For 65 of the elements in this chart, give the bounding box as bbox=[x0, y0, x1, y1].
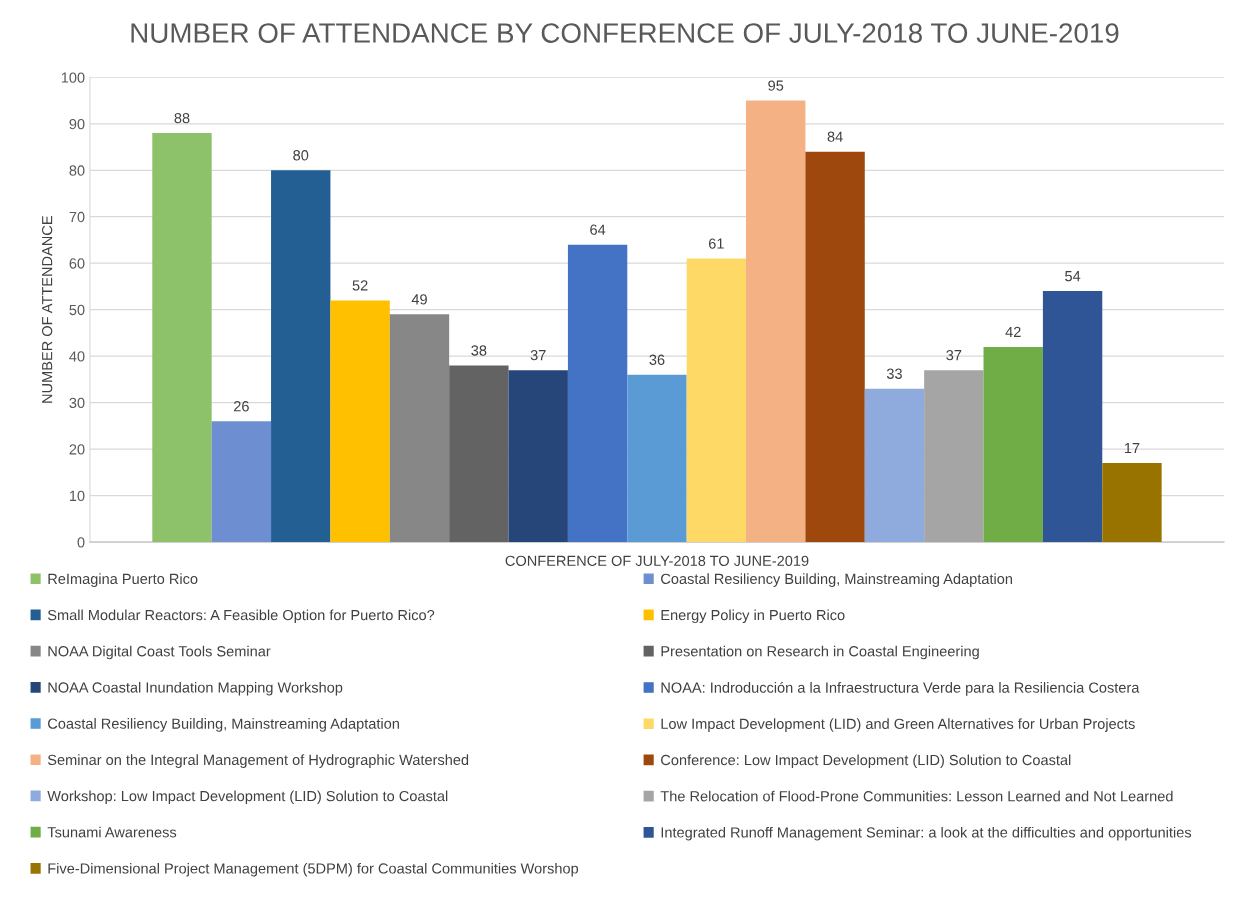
bar bbox=[330, 300, 390, 543]
bar bbox=[152, 133, 212, 543]
data-label: 64 bbox=[590, 224, 606, 235]
legend-label: Five-Dimensional Project Management (5DPM) for Coastal Communities Worshop bbox=[48, 862, 579, 877]
y-tick-label: 60 bbox=[69, 258, 85, 269]
data-label: 84 bbox=[827, 131, 843, 142]
legend-label: ReImagina Puerto Rico bbox=[48, 573, 198, 587]
bar bbox=[508, 370, 568, 543]
bar bbox=[389, 314, 450, 543]
data-label: 36 bbox=[649, 354, 665, 365]
y-tick-label: 70 bbox=[69, 211, 85, 223]
bar bbox=[567, 244, 628, 543]
y-tick-label: 0 bbox=[77, 537, 85, 548]
data-label: 54 bbox=[1065, 271, 1081, 282]
data-label: 80 bbox=[293, 150, 309, 161]
bar bbox=[449, 365, 509, 543]
legend-label: Seminar on the Integral Management of Hydrographic Watershed bbox=[47, 754, 469, 768]
bar bbox=[924, 370, 984, 543]
legend-label: Coastal Resiliency Building, Mainstreaming Adaptation bbox=[661, 573, 1012, 587]
legend-label: NOAA Coastal Inundation Mapping Workshop bbox=[48, 681, 343, 696]
bar bbox=[805, 151, 865, 543]
y-tick-label: 10 bbox=[69, 490, 85, 502]
legend-label: Conference: Low Impact Development (LID) Solution to Coastal bbox=[661, 754, 1071, 769]
legend-label: NOAA: Indroducción a la Infraestructura Verde para la Resiliencia Costera bbox=[661, 681, 1140, 696]
bar bbox=[686, 258, 747, 543]
data-label: 37 bbox=[530, 349, 546, 361]
data-label: 61 bbox=[708, 238, 724, 249]
y-tick-label: 20 bbox=[69, 444, 85, 455]
data-label: 52 bbox=[352, 280, 368, 291]
data-label: 95 bbox=[768, 80, 784, 91]
bar bbox=[746, 100, 806, 543]
bar bbox=[271, 170, 331, 543]
legend-label: Coastal Resiliency Building, Mainstreaming Adaptation bbox=[48, 718, 399, 732]
y-tick-label: 80 bbox=[69, 165, 85, 176]
data-label: 42 bbox=[1005, 326, 1021, 337]
data-label: 49 bbox=[411, 294, 427, 305]
data-label: 37 bbox=[946, 349, 962, 361]
data-label: 88 bbox=[174, 112, 190, 124]
y-tick-label: 100 bbox=[61, 72, 85, 83]
bar bbox=[627, 374, 687, 543]
bar bbox=[983, 346, 1043, 543]
bar bbox=[211, 421, 272, 543]
chart-title: NUMBER OF ATTENDANCE BY CONFERENCE OF JULY-2018 TO JUNE-2019 bbox=[131, 23, 1119, 43]
legend-label: Presentation on Research in Coastal Engineering bbox=[661, 645, 979, 660]
y-tick-label: 30 bbox=[69, 397, 85, 409]
legend-label: Integrated Runoff Management Seminar: a look at the difficulties and opportunities bbox=[661, 826, 1192, 841]
y-tick-label: 90 bbox=[69, 118, 85, 130]
legend-label: The Relocation of Flood-Prone Communities: Lesson Learned and Not Learned bbox=[660, 790, 1173, 802]
data-label: 17 bbox=[1124, 443, 1140, 454]
y-axis-title: NUMBER OF ATTENDANCE bbox=[41, 216, 53, 403]
legend-label: Workshop: Low Impact Development (LID) Solution to Coastal bbox=[47, 790, 448, 805]
data-label: 33 bbox=[886, 368, 902, 379]
x-axis-title: CONFERENCE OF JULY-2018 TO JUNE-2019 bbox=[505, 555, 809, 566]
legend-label: Low Impact Development (LID) and Green Alternatives for Urban Projects bbox=[661, 718, 1135, 732]
bar bbox=[1042, 291, 1103, 543]
legend-label: Tsunami Awareness bbox=[47, 826, 177, 838]
legend-label: Energy Policy in Puerto Rico bbox=[661, 609, 845, 624]
bar bbox=[864, 388, 925, 543]
data-label: 26 bbox=[233, 401, 249, 412]
bar bbox=[1102, 463, 1162, 543]
legend-label: Small Modular Reactors: A Feasible Option for Puerto Rico? bbox=[47, 609, 435, 624]
legend-label: NOAA Digital Coast Tools Seminar bbox=[48, 645, 271, 660]
y-tick-label: 50 bbox=[69, 304, 85, 316]
data-label: 38 bbox=[471, 345, 487, 356]
y-tick-label: 40 bbox=[69, 351, 85, 362]
